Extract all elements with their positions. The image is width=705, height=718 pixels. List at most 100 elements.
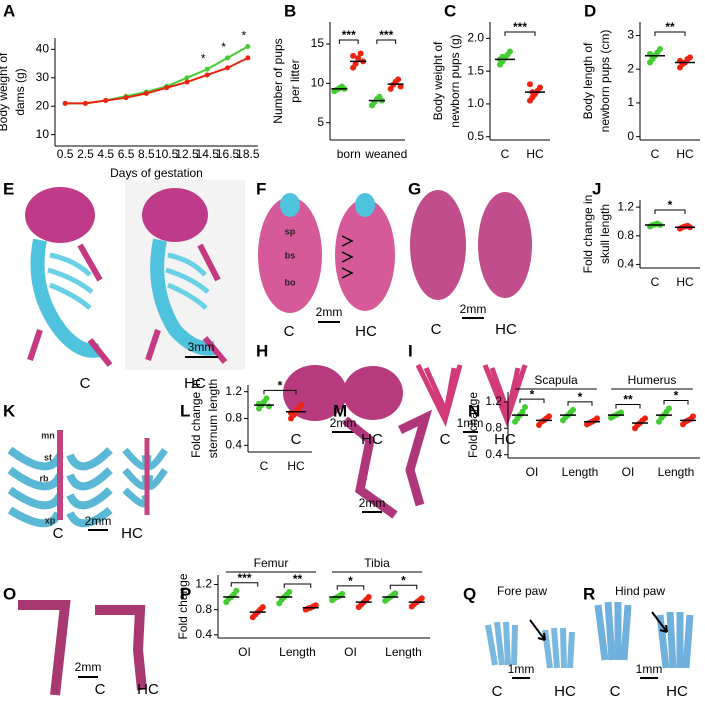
significance: ** <box>665 20 675 34</box>
paw <box>594 601 632 661</box>
image-title: Hind paw <box>615 584 665 598</box>
y-axis-label: Fold change in <box>581 195 595 274</box>
significance: * <box>674 389 679 403</box>
x-tick-label: 10.5 <box>155 147 179 161</box>
y-axis-label: Body length of <box>581 42 595 119</box>
x-tick-label: 12.5 <box>175 147 199 161</box>
x-tick-label: 16.5 <box>216 147 240 161</box>
scale-label: 2mm <box>85 514 112 528</box>
skull <box>142 188 208 242</box>
scale-label: 1mm <box>457 416 484 430</box>
data-point <box>537 84 543 91</box>
hindlimb <box>95 605 147 691</box>
significance-bracket <box>389 584 418 590</box>
y-tick-label: 0.8 <box>617 228 634 242</box>
group-title: Femur <box>254 556 289 570</box>
skull <box>25 187 95 243</box>
y-tick-label: 1.5 <box>467 63 484 77</box>
annotation: bo <box>285 277 296 287</box>
group-label: HC <box>121 525 143 542</box>
data-point <box>339 590 346 597</box>
x-tick-label: 0.5 <box>57 147 74 161</box>
y-tick-label: 1.2 <box>617 199 634 213</box>
significance: * <box>578 390 583 404</box>
group-title: Humerus <box>628 373 677 387</box>
significance-bracket <box>663 400 689 405</box>
annotation: * <box>201 51 206 65</box>
data-point <box>266 403 272 410</box>
x-tick-label: HC <box>287 459 305 473</box>
y-tick-label: 20 <box>36 98 50 112</box>
scale-label: 2mm <box>359 496 386 510</box>
x-tick-label: OI <box>622 465 635 479</box>
y-axis-label: Body weight of <box>431 41 445 120</box>
significance-bracket <box>654 31 686 36</box>
line-marker <box>82 100 88 106</box>
y-axis-label: newborn pups (cm) <box>598 30 612 133</box>
skull-dorsal <box>258 197 322 313</box>
paw <box>542 627 575 669</box>
x-tick-label: 14.5 <box>196 147 220 161</box>
forelimb <box>398 409 433 507</box>
group-label: HC <box>554 683 576 700</box>
data-point <box>642 415 648 422</box>
significance-bracket <box>338 39 359 44</box>
significance: * <box>530 387 535 401</box>
significance: * <box>278 379 283 393</box>
data-point <box>522 404 528 411</box>
group-label: HC <box>137 681 159 698</box>
group-title: Scapula <box>534 373 578 387</box>
cartilage <box>355 193 375 217</box>
significance-bracket <box>654 209 686 214</box>
y-tick-label: 0.4 <box>485 447 502 461</box>
significance: * <box>668 198 673 212</box>
data-point <box>507 48 513 55</box>
panel-letter: O <box>3 584 16 603</box>
data-point <box>570 406 576 413</box>
y-tick-label: 10 <box>311 76 325 90</box>
annotation: xp <box>45 515 56 525</box>
spine <box>30 238 102 358</box>
significance: *** <box>379 28 393 42</box>
panel-letter: C <box>444 1 456 20</box>
x-tick-label: C <box>651 275 660 289</box>
y-tick-label: 2 <box>627 61 634 75</box>
line-marker <box>204 72 210 78</box>
line-marker <box>62 100 68 106</box>
annotation: bs <box>285 250 296 260</box>
photos <box>7 180 694 696</box>
y-tick-label: 0.8 <box>225 411 242 425</box>
panel-letter: G <box>408 179 421 198</box>
arrow <box>529 611 668 641</box>
x-tick-label: 4.5 <box>97 147 114 161</box>
data-point <box>392 590 399 597</box>
significance-bracket <box>567 401 593 406</box>
line-marker <box>184 79 190 85</box>
x-tick-label: HC <box>526 147 544 161</box>
annotation: sp <box>285 226 296 236</box>
data-point <box>499 53 506 60</box>
limbs <box>27 243 113 367</box>
x-tick-label: HC <box>676 275 694 289</box>
line-marker <box>103 98 109 104</box>
panel-letter: J <box>592 179 601 198</box>
group-label: C <box>291 431 302 448</box>
panel-letter: P <box>180 584 191 603</box>
data-point <box>355 55 362 62</box>
x-tick-label: C <box>260 459 269 473</box>
data-point <box>594 415 600 422</box>
skull-ventral <box>478 192 532 298</box>
scale-label: 1mm <box>508 662 535 676</box>
x-axis-label: Days of gestation <box>110 166 203 180</box>
y-tick-label: 5 <box>317 115 324 129</box>
scale-label: 2mm <box>316 305 343 319</box>
y-tick-label: 2.0 <box>467 31 484 45</box>
hindlimb <box>18 600 71 696</box>
y-tick-label: 10 <box>36 127 50 141</box>
scale-label: 2mm <box>75 660 102 674</box>
group-label: HC <box>361 431 383 448</box>
significance-bracket <box>283 583 312 589</box>
line-marker <box>123 95 129 101</box>
y-tick-label: 1.2 <box>485 394 502 408</box>
annotation: * <box>221 40 226 54</box>
